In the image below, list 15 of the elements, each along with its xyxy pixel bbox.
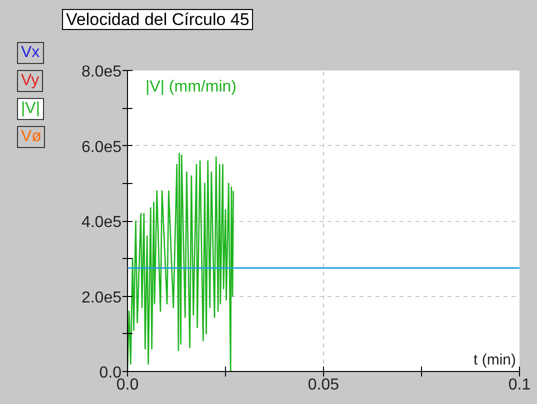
y-tick-label: 8.0e5 [81,64,122,80]
chart-title: Velocidad del Círculo 45 [62,9,254,30]
text: |V| [17,98,44,120]
y-tick-label: 6.0e5 [81,138,122,156]
text: Vø [17,126,46,148]
x-tick-label: 0.05 [308,376,340,394]
x-tick-label: 0.0 [116,376,139,394]
x-tick-label: 0.1 [508,376,531,394]
y-axis-title: |V| (mm/min) [146,78,236,96]
line-series [128,152,234,372]
y-tick-label: 4.0e5 [81,214,122,231]
text: Vy [17,70,44,92]
text: Vx [17,42,44,64]
x-axis-title: t (min) [474,352,516,368]
y-tick-label: 2.0e5 [81,289,122,306]
